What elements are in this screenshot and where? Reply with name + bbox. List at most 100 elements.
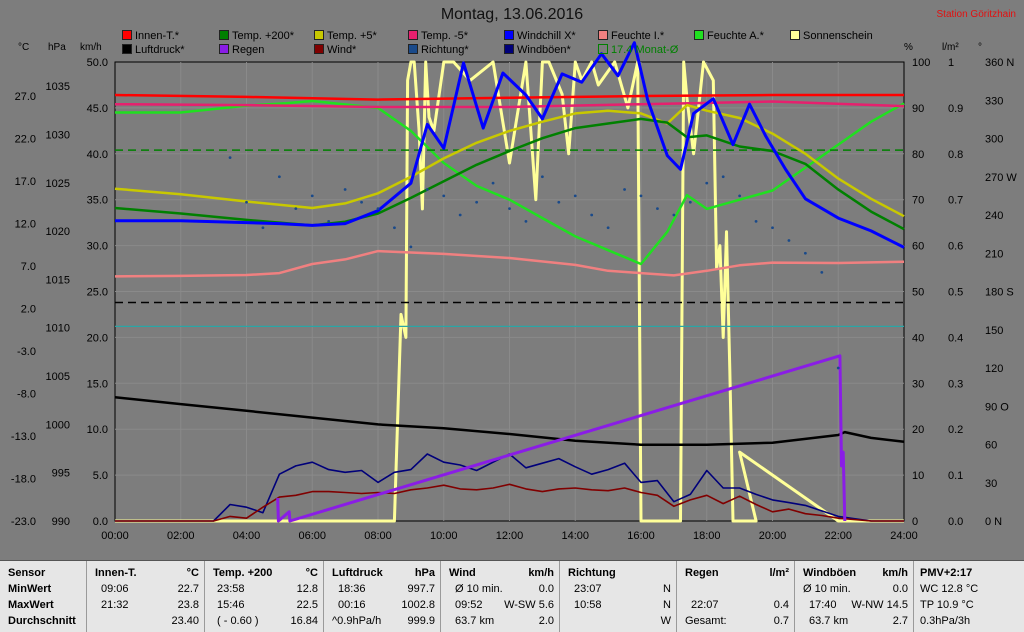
stats-time: Ø 10 min. <box>803 583 851 595</box>
percent-tick-label: 10 <box>912 470 924 482</box>
series-line-wind <box>115 483 904 522</box>
stats-value: 1002.8 <box>401 599 435 611</box>
legend-label: Feuchte A.* <box>707 30 764 42</box>
series-point-richtung <box>771 226 774 230</box>
series-line-temp-5 <box>114 100 905 109</box>
legend-swatch <box>598 44 608 54</box>
temp-tick-label: -8.0 <box>17 389 36 401</box>
legend-swatch <box>122 30 132 40</box>
stats-value: 23.40 <box>171 615 199 627</box>
series-point-richtung <box>820 270 824 274</box>
rain-tick-label: 0.7 <box>948 195 963 207</box>
stats-panel: Sensor MinWert MaxWert Durchschnitt Inne… <box>0 560 1024 632</box>
stats-time: Ø 10 min. <box>455 583 503 595</box>
speed-tick-label: 30.0 <box>87 241 108 253</box>
x-tick-label: 06:00 <box>298 530 326 542</box>
speed-tick-label: 50.0 <box>87 57 108 69</box>
unit-degree: ° <box>978 42 982 53</box>
x-tick-label: 20:00 <box>759 530 787 542</box>
series-point-richtung <box>705 181 709 185</box>
legend-item: Sonnenschein <box>790 30 873 42</box>
pressure-tick-label: 1015 <box>46 274 70 286</box>
temp-tick-label: 12.0 <box>15 219 36 231</box>
series-point-richtung <box>245 200 248 204</box>
legend-item: Temp. -5* <box>408 30 468 42</box>
stats-time: 09:52 <box>455 599 483 611</box>
x-tick-label: 14:00 <box>561 530 589 542</box>
stats-value: 0.4 <box>773 599 789 611</box>
stats-header: Richtung <box>568 567 616 579</box>
unit-rain: l/m² <box>942 42 959 53</box>
series-point-richtung <box>458 213 462 217</box>
stats-col-pmv: PMV+2:17 WC 12.8 °C TP 10.9 °C 0.3hPa/3h <box>913 561 1024 632</box>
direction-tick-label: 90 O <box>985 401 1009 413</box>
stats-value: 997.7 <box>407 583 435 595</box>
series-line-feuchte-i <box>114 249 905 278</box>
legend-swatch <box>219 30 229 40</box>
stats-value: 2.0 <box>538 615 554 627</box>
percent-tick-label: 100 <box>912 57 930 69</box>
series-line-regen <box>276 354 847 523</box>
speed-tick-label: 25.0 <box>87 287 108 299</box>
stats-value: 22.7 <box>177 583 199 595</box>
rain-tick-label: 0.1 <box>948 470 963 482</box>
rain-tick-label: 0.8 <box>948 149 963 161</box>
stats-time: ^0.9hPa/h <box>332 615 382 627</box>
rain-tick-label: 0.5 <box>948 287 963 299</box>
series-point-richtung <box>475 200 479 204</box>
stats-time: 10:58 <box>574 599 602 611</box>
stats-col-windboeen: Windböen km/h Ø 10 min. 0.0 17:40 W-NW 14.5… <box>794 561 914 632</box>
weather-chart: 00:00 02:00 04:00 06:00 08:00 10:00 12:00 14:00… <box>11 41 1017 542</box>
stats-time: 63.7 km <box>809 615 849 627</box>
series-point-richtung <box>491 181 495 185</box>
direction-tick-label: 180 S <box>985 287 1014 299</box>
stats-time: 63.7 km <box>455 615 495 627</box>
stats-row-label: Durchschnitt <box>8 615 76 627</box>
x-tick-label: 04:00 <box>233 530 261 542</box>
stats-time: Gesamt: <box>685 615 727 627</box>
direction-tick-label: 300 <box>985 134 1003 146</box>
stats-value: W-NW 14.5 <box>851 599 908 611</box>
stats-time: 18:36 <box>338 583 366 595</box>
unit-temp: °C <box>18 42 30 53</box>
legend-swatch <box>122 44 132 54</box>
rain-tick-label: 0.9 <box>948 103 963 115</box>
stats-header: Regen <box>685 567 719 579</box>
percent-tick-label: 0 <box>912 516 918 528</box>
x-tick-label: 12:00 <box>496 530 524 542</box>
pressure-tick-label: 990 <box>52 516 70 528</box>
direction-tick-label: 330 <box>985 95 1003 107</box>
legend-label: 17.4 Monat-Ø <box>611 44 679 56</box>
percent-tick-label: 50 <box>912 287 924 299</box>
stats-time: 21:32 <box>101 599 129 611</box>
series-line-sonnenschein <box>115 60 904 523</box>
stats-col-luftdruck: Luftdruck hPa 18:36 997.7 00:16 1002.8 ^0.9… <box>323 561 441 632</box>
speed-tick-label: 20.0 <box>87 332 108 344</box>
stats-unit: km/h <box>882 567 908 579</box>
stats-value: 2.7 <box>892 615 908 627</box>
stats-value: 0.0 <box>538 583 554 595</box>
speed-tick-label: 15.0 <box>87 378 108 390</box>
series-point-richtung <box>738 194 742 198</box>
stats-header: Wind <box>449 567 476 579</box>
series-point-richtung <box>573 194 577 198</box>
series-point-richtung <box>606 226 610 230</box>
stats-value: W <box>660 615 671 627</box>
legend-item: 17.4 Monat-Ø <box>598 44 678 56</box>
series-point-richtung <box>343 188 347 191</box>
stats-value: 0.0 <box>892 583 908 595</box>
stats-col-temp200: Temp. +200 °C 23:58 12.8 15:46 22.5 ( - 0.6… <box>204 561 324 632</box>
direction-tick-label: 150 <box>985 325 1003 337</box>
x-tick-label: 00:00 <box>101 530 129 542</box>
stats-header: Luftdruck <box>332 567 383 579</box>
unit-pressure: hPa <box>48 42 66 53</box>
legend-swatch <box>504 30 514 40</box>
speed-tick-label: 5.0 <box>93 470 108 482</box>
stats-time: 00:16 <box>338 599 366 611</box>
series-point-richtung <box>277 175 281 179</box>
legend-item: Richtung* <box>408 44 469 56</box>
percent-tick-label: 70 <box>912 195 924 207</box>
series-point-richtung <box>672 213 676 217</box>
x-tick-label: 16:00 <box>627 530 655 542</box>
stats-value: 0.3hPa/3h <box>920 615 971 627</box>
